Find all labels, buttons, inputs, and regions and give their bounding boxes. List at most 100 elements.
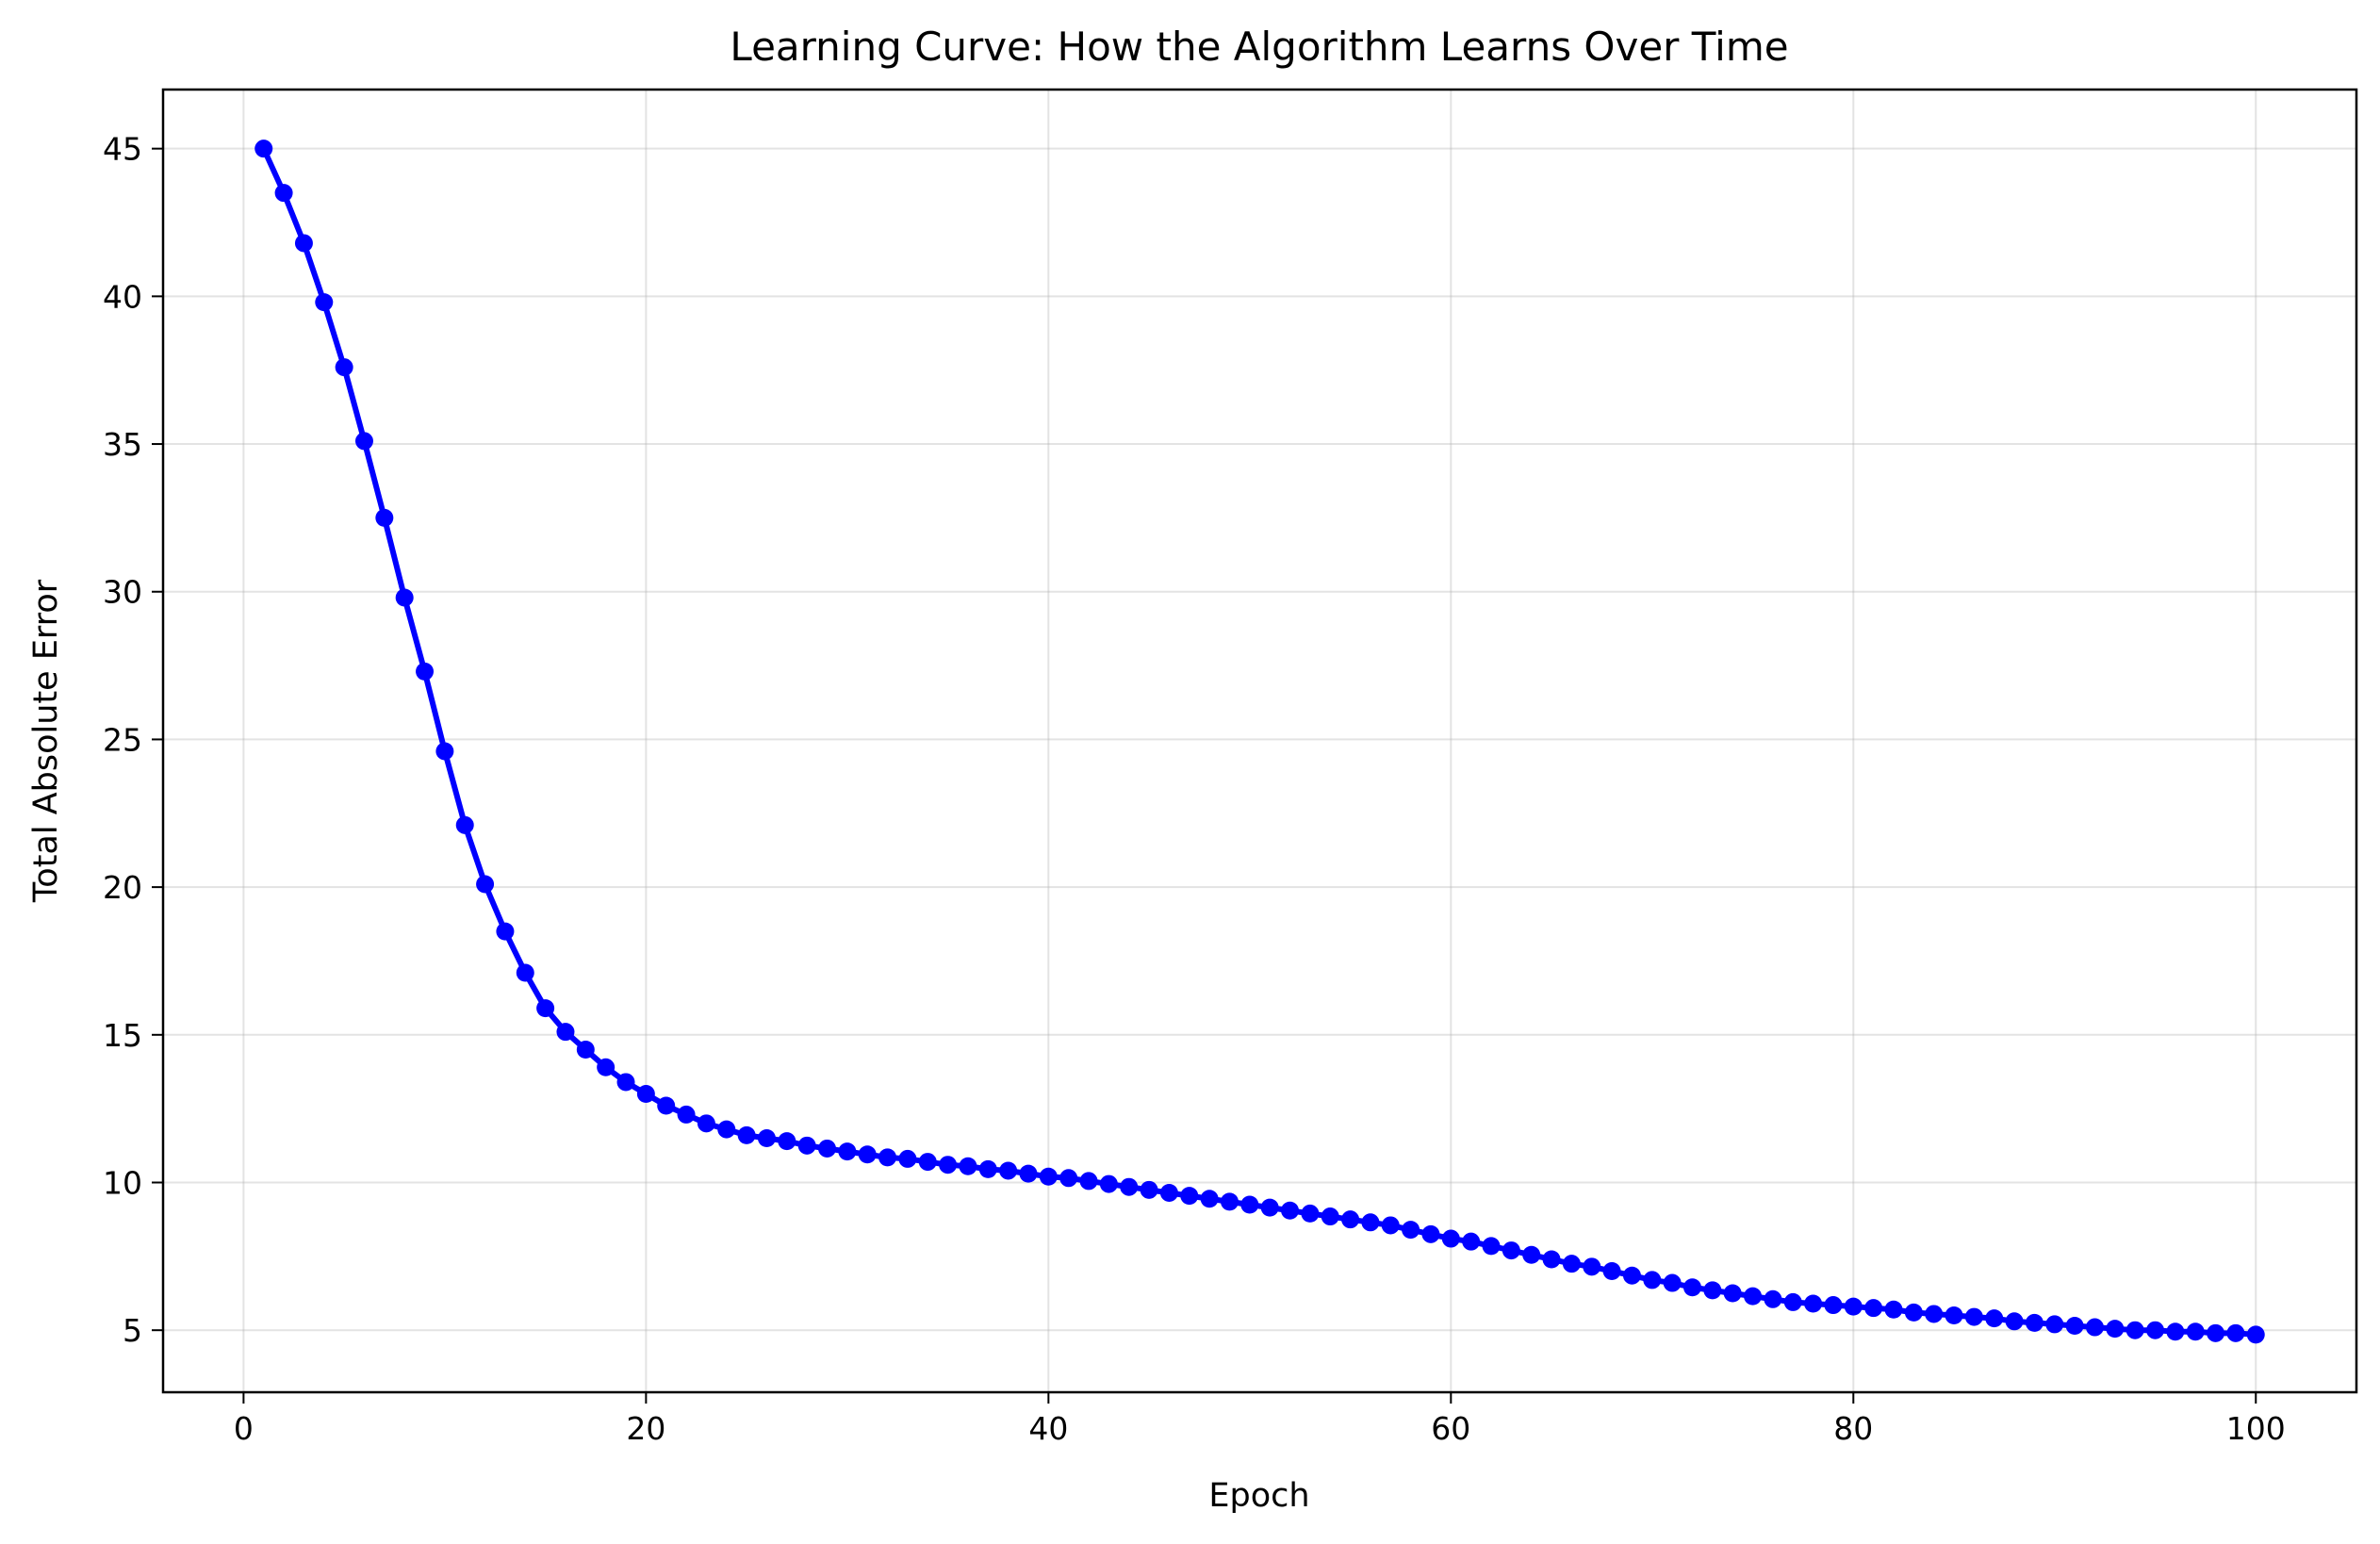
- data-point: [818, 1139, 837, 1158]
- data-point: [939, 1156, 958, 1174]
- data-point: [616, 1073, 635, 1092]
- data-points: [254, 140, 2265, 1344]
- data-point: [978, 1159, 997, 1178]
- data-point: [395, 588, 414, 607]
- data-point: [1824, 1296, 1843, 1315]
- data-point: [1180, 1187, 1199, 1206]
- data-point: [1723, 1284, 1742, 1303]
- data-point: [757, 1128, 776, 1147]
- data-point: [1682, 1278, 1701, 1297]
- data-point: [2166, 1322, 2185, 1341]
- data-point: [797, 1136, 816, 1155]
- data-point: [898, 1149, 917, 1168]
- y-tick-label: 20: [103, 869, 142, 906]
- data-point: [1783, 1292, 1802, 1311]
- data-point: [1441, 1229, 1460, 1248]
- x-axis-title: Epoch: [1208, 1477, 1309, 1515]
- data-point: [918, 1153, 937, 1172]
- data-point: [274, 184, 293, 203]
- data-point: [677, 1105, 696, 1124]
- y-tick-label: 40: [103, 278, 142, 315]
- data-point: [294, 234, 313, 253]
- data-point: [1925, 1305, 1944, 1323]
- data-point: [2186, 1322, 2205, 1341]
- data-point: [1643, 1271, 1662, 1289]
- data-point: [2025, 1313, 2044, 1332]
- data-point: [1281, 1201, 1300, 1220]
- data-point: [959, 1157, 977, 1175]
- y-tick-label: 15: [103, 1017, 142, 1054]
- x-tick-label: 0: [234, 1410, 254, 1447]
- y-axis-title: Total Absolute Error: [27, 579, 65, 903]
- data-point: [1522, 1245, 1541, 1264]
- data-point: [1462, 1232, 1481, 1251]
- data-point: [1844, 1297, 1863, 1316]
- y-tick-label: 35: [103, 426, 142, 463]
- data-point: [2106, 1320, 2125, 1339]
- x-tick-label: 100: [2226, 1410, 2286, 1447]
- data-point: [1904, 1303, 1923, 1322]
- data-point: [778, 1132, 796, 1151]
- data-point: [1622, 1266, 1641, 1285]
- data-point: [1361, 1213, 1380, 1232]
- data-point: [1402, 1221, 1420, 1240]
- data-point: [435, 742, 454, 761]
- x-axis: 0 20 40 60 80 100: [234, 1392, 2286, 1447]
- data-point: [1884, 1300, 1903, 1319]
- data-point: [476, 875, 495, 894]
- data-point: [1482, 1237, 1501, 1256]
- data-point: [354, 432, 373, 451]
- y-axis: 5 10 15 20 25 30 35 40 45: [103, 131, 163, 1349]
- data-point: [335, 358, 353, 377]
- data-point: [1864, 1299, 1883, 1318]
- data-point: [2085, 1318, 2104, 1337]
- data-point: [1159, 1183, 1178, 1202]
- data-point: [254, 140, 273, 158]
- data-point: [1321, 1207, 1339, 1226]
- data-point: [1985, 1309, 2004, 1328]
- data-point: [1744, 1287, 1763, 1306]
- data-point: [1301, 1204, 1320, 1223]
- y-tick-label: 25: [103, 721, 142, 758]
- data-point: [717, 1120, 736, 1139]
- data-point: [2207, 1323, 2225, 1342]
- data-point: [416, 662, 435, 681]
- y-tick-label: 30: [103, 574, 142, 611]
- y-tick-label: 10: [103, 1165, 142, 1202]
- data-point: [1341, 1210, 1360, 1229]
- x-tick-label: 80: [1833, 1410, 1873, 1447]
- series-line: [260, 145, 2259, 1338]
- x-tick-label: 40: [1028, 1410, 1068, 1447]
- data-point: [1099, 1174, 1118, 1193]
- data-point: [1200, 1190, 1219, 1208]
- data-point: [1019, 1164, 1038, 1183]
- data-point: [1120, 1177, 1139, 1196]
- data-point: [455, 815, 474, 834]
- data-point: [999, 1161, 1018, 1180]
- grid: [163, 90, 2356, 1392]
- x-tick-label: 60: [1431, 1410, 1470, 1447]
- data-point: [2146, 1321, 2165, 1339]
- data-point: [1764, 1289, 1782, 1308]
- data-point: [1804, 1294, 1823, 1313]
- data-point: [516, 963, 534, 982]
- data-point: [1562, 1255, 1581, 1273]
- data-point: [858, 1145, 877, 1164]
- data-point: [2005, 1312, 2024, 1331]
- data-point: [737, 1125, 756, 1144]
- data-point: [1140, 1180, 1158, 1199]
- data-point: [556, 1023, 575, 1042]
- data-point: [1542, 1250, 1561, 1269]
- data-point: [697, 1114, 715, 1133]
- data-point: [1502, 1241, 1520, 1260]
- data-point: [1964, 1307, 1983, 1326]
- data-point: [536, 999, 555, 1018]
- data-point: [838, 1142, 857, 1161]
- chart-title: Learning Curve: How the Algorithm Learns…: [730, 24, 1788, 70]
- data-point: [1220, 1192, 1239, 1211]
- data-point: [1703, 1281, 1722, 1300]
- data-point: [1059, 1169, 1078, 1188]
- data-point: [1240, 1195, 1259, 1214]
